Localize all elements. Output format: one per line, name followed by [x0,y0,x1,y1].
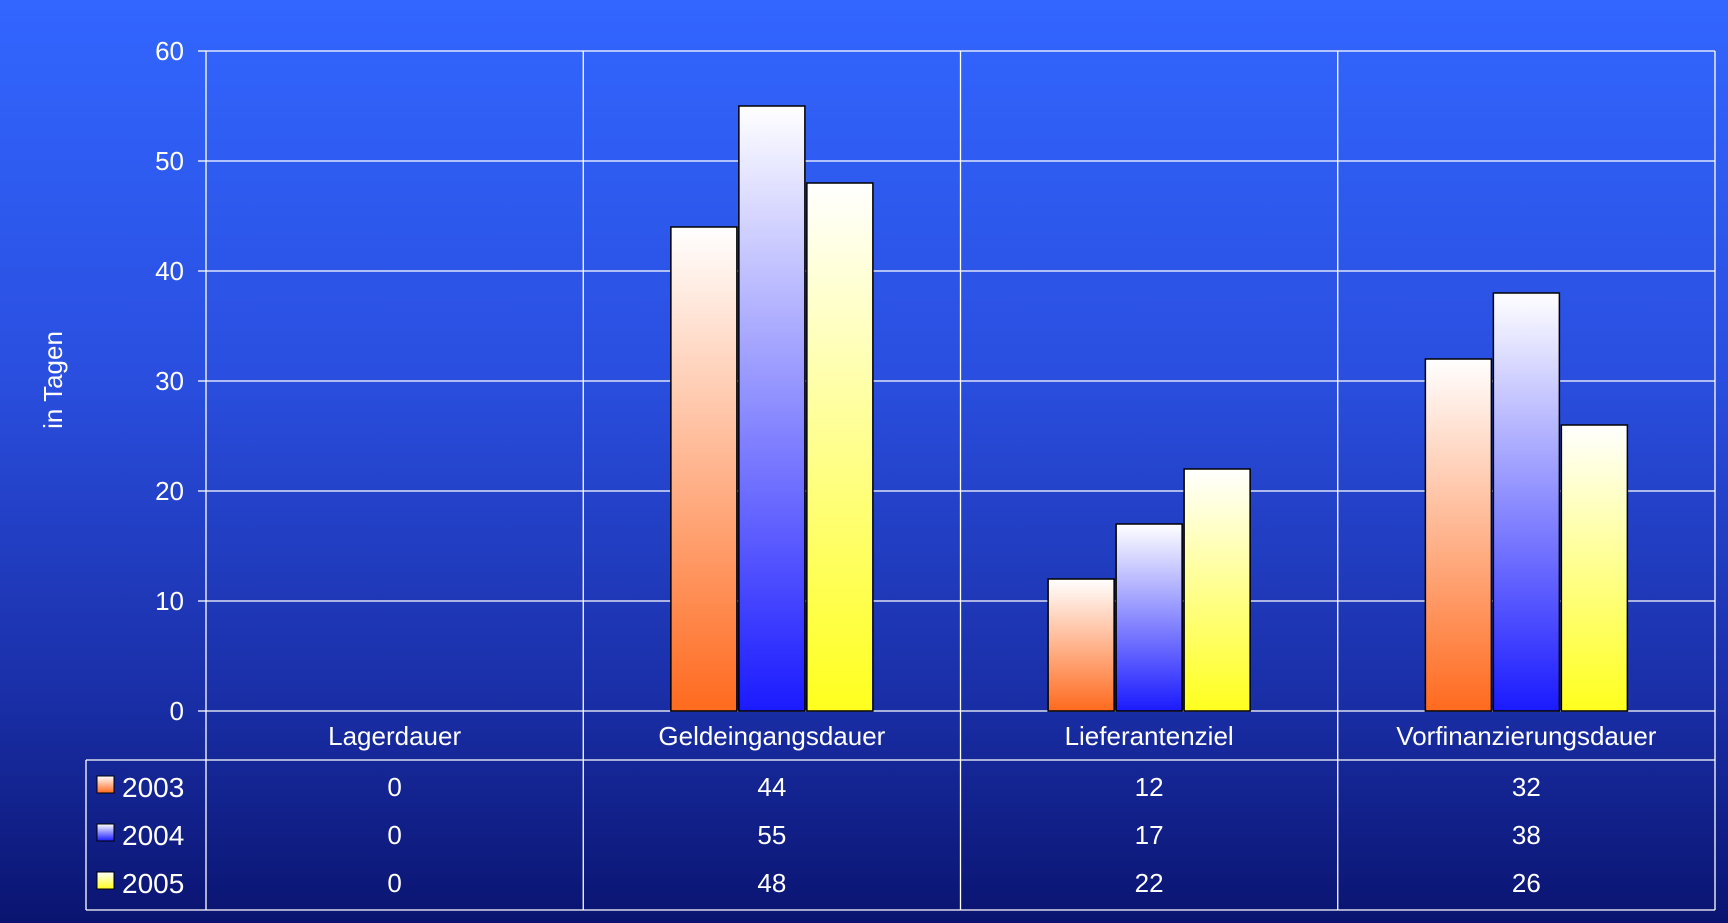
bar-2005-Vorfinanzierungsdauer [1560,424,1629,712]
bar-2004-Geldeingangsdauer [738,105,806,712]
bar-2003-Lieferantenziel [1047,578,1115,712]
legend-key-2005 [96,871,115,890]
plot-area [205,50,1716,910]
table-cell-2005-Lagerdauer: 0 [387,868,401,898]
table-cell-2005-Lieferantenziel: 22 [1135,868,1164,898]
bar-2004-Lieferantenziel [1115,523,1183,712]
x-category-label: Geldeingangsdauer [658,721,885,751]
bar-2004-Vorfinanzierungsdauer [1492,292,1561,712]
y-tick-label-30: 30 [155,366,184,396]
table-cell-2004-Geldeingangsdauer: 55 [757,820,786,850]
legend-key-2003 [96,775,115,794]
table-cell-2003-Geldeingangsdauer: 44 [757,772,786,802]
bars [670,105,1629,712]
legend-label-2004: 2004 [122,820,184,851]
bar-2005-Geldeingangsdauer [806,182,874,712]
y-tick-label-60: 60 [155,36,184,66]
x-category-label: Lieferantenziel [1065,721,1234,751]
table-cell-2003-Vorfinanzierungsdauer: 32 [1512,772,1541,802]
bar-2003-Vorfinanzierungsdauer [1424,358,1493,712]
x-category-label: Vorfinanzierungsdauer [1396,721,1657,751]
legend-label-2005: 2005 [122,868,184,899]
y-axis: 0 10 20 30 40 50 60 [155,36,206,726]
table-cell-2003-Lieferantenziel: 12 [1135,772,1164,802]
legend-label-2003: 2003 [122,772,184,803]
table-cell-2005-Vorfinanzierungsdauer: 26 [1512,868,1541,898]
table-cell-2004-Lieferantenziel: 17 [1135,820,1164,850]
y-tick-label-40: 40 [155,256,184,286]
legend-key-2004 [96,823,115,842]
y-tick-label-10: 10 [155,586,184,616]
y-tick-label-0: 0 [170,696,184,726]
x-category-label: Lagerdauer [328,721,461,751]
y-axis-label: in Tagen [38,331,68,429]
y-tick-label-20: 20 [155,476,184,506]
table-cell-2004-Lagerdauer: 0 [387,820,401,850]
bar-2003-Geldeingangsdauer [670,226,738,712]
table-cell-2003-Lagerdauer: 0 [387,772,401,802]
bar-2005-Lieferantenziel [1183,468,1251,712]
data-table: Lagerdauer Geldeingangsdauer Lieferantenzi… [85,721,1715,911]
table-cell-2004-Vorfinanzierungsdauer: 38 [1512,820,1541,850]
table-cell-2005-Geldeingangsdauer: 48 [757,868,786,898]
y-tick-label-50: 50 [155,146,184,176]
